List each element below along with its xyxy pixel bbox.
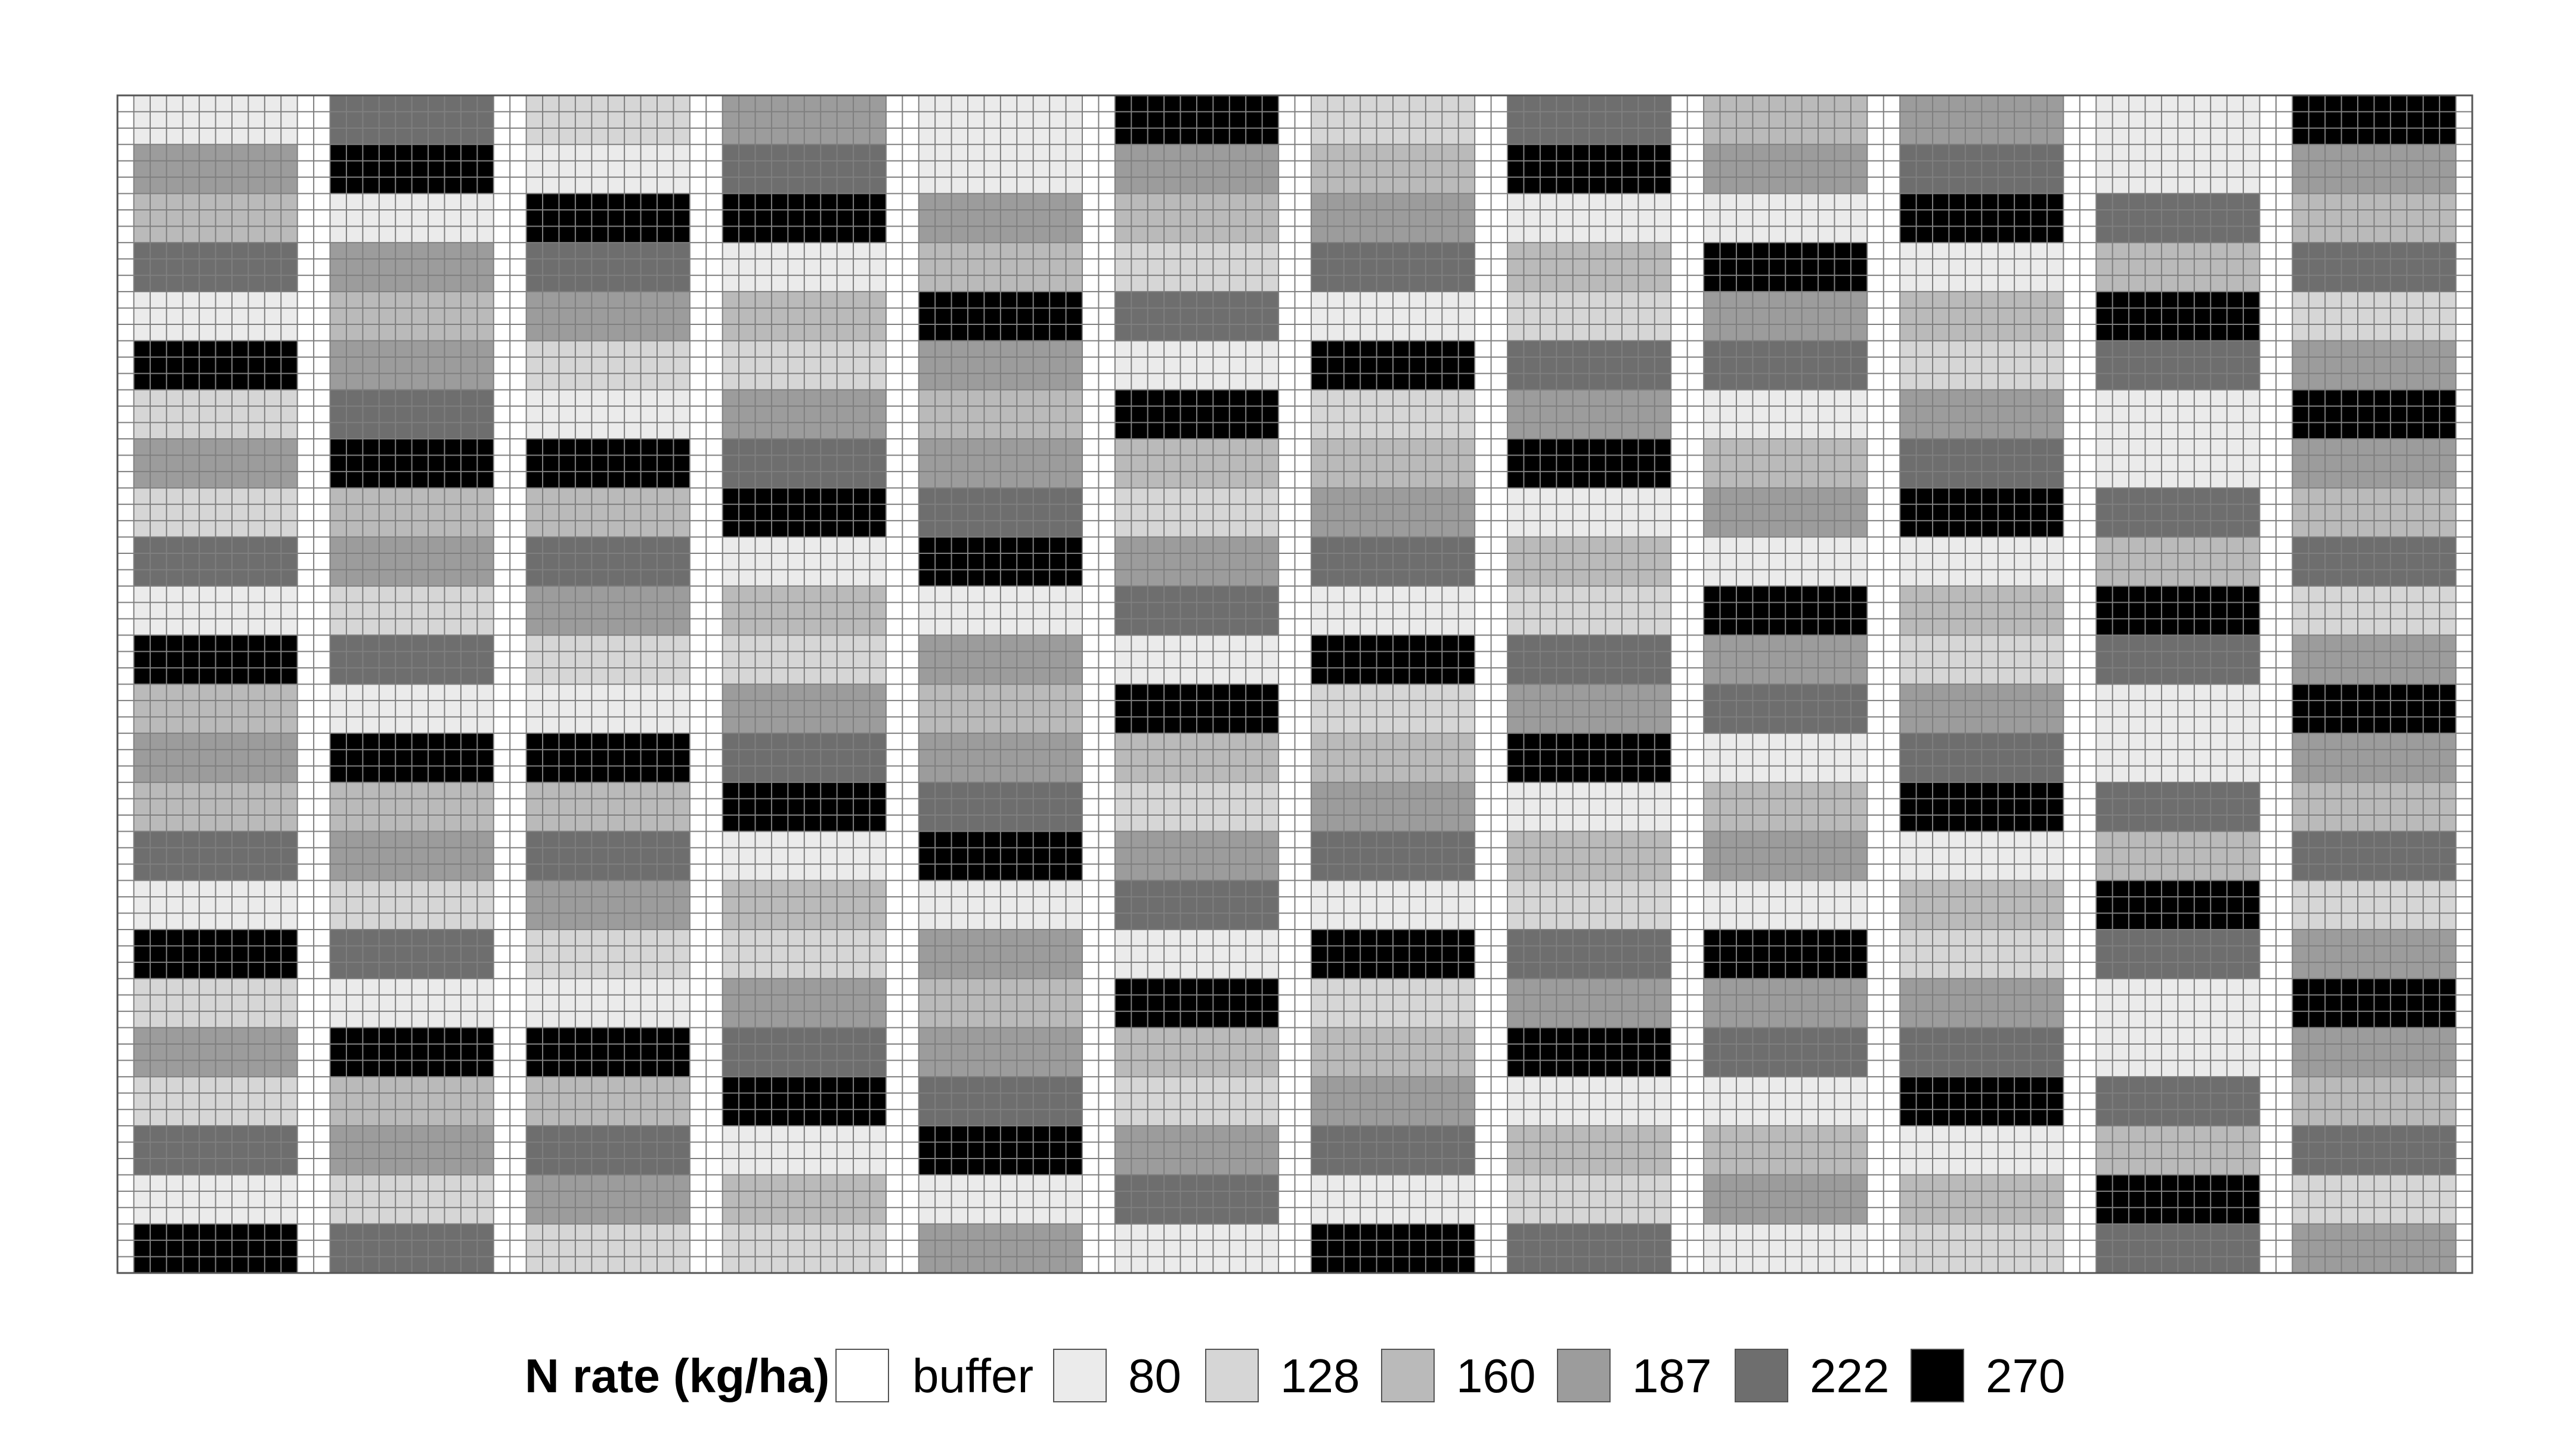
- legend: N rate (kg/ha) buffer 80 128 160 187 222 270: [525, 1349, 2065, 1402]
- legend-title: N rate (kg/ha): [525, 1349, 829, 1402]
- legend-label-160: 160: [1456, 1349, 1535, 1402]
- legend-swatch-buffer: [835, 1349, 889, 1402]
- legend-swatch-222: [1735, 1349, 1788, 1402]
- legend-label-187: 187: [1632, 1349, 1711, 1402]
- legend-swatch-187: [1557, 1349, 1611, 1402]
- plot-area: [116, 94, 2473, 1274]
- legend-label-buffer: buffer: [912, 1349, 1033, 1402]
- legend-swatch-80: [1053, 1349, 1107, 1402]
- legend-swatch-160: [1381, 1349, 1435, 1402]
- legend-label-222: 222: [1810, 1349, 1889, 1402]
- legend-label-80: 80: [1128, 1349, 1181, 1402]
- plot-border: [116, 94, 2473, 1274]
- legend-swatch-128: [1205, 1349, 1259, 1402]
- legend-swatch-270: [1911, 1349, 1964, 1402]
- legend-label-270: 270: [1986, 1349, 2065, 1402]
- legend-label-128: 128: [1280, 1349, 1360, 1402]
